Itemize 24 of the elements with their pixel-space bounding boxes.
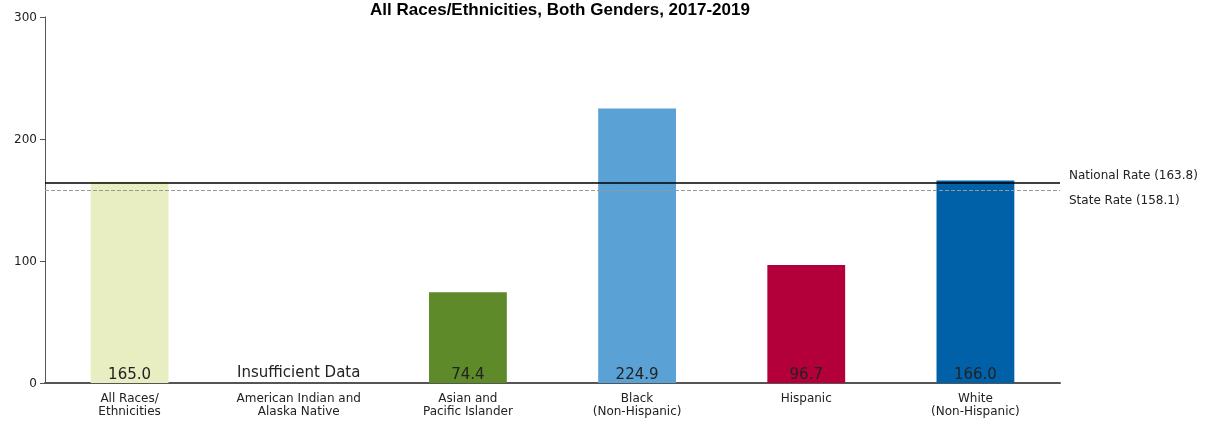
y-tick-label: 100 xyxy=(14,254,37,268)
bar xyxy=(598,108,676,383)
x-tick-label: Black (Non-Hispanic) xyxy=(592,390,682,418)
x-tick-label: American Indian and Alaska Native xyxy=(236,390,361,418)
ref-line-label: National Rate (163.8) xyxy=(1069,168,1198,183)
ref-line-label: State Rate (158.1) xyxy=(1069,193,1180,208)
data-label: 74.4 xyxy=(451,364,485,383)
x-tick-label: White (Non-Hispanic) xyxy=(931,390,1020,418)
x-tick-label: Asian and Pacific Islander xyxy=(422,390,513,418)
text: Insufficient Data xyxy=(237,362,361,381)
y-tick-label: 200 xyxy=(14,132,37,146)
x-tick-label: All Races/ Ethnicities xyxy=(98,390,161,418)
bar xyxy=(936,180,1015,383)
data-label: 165.0 xyxy=(108,364,152,383)
bar xyxy=(767,265,846,383)
data-label: 166.0 xyxy=(953,364,997,383)
y-tick-label: 300 xyxy=(14,10,37,24)
bar xyxy=(90,181,169,383)
data-label: 224.9 xyxy=(615,364,659,383)
y-tick-label: 0 xyxy=(29,376,37,390)
chart-title: All Races/Ethnicities, Both Genders, 2017-2019 xyxy=(370,0,750,19)
bar xyxy=(429,292,507,383)
data-label: 96.7 xyxy=(789,364,823,383)
x-tick-label: Hispanic xyxy=(780,390,832,405)
